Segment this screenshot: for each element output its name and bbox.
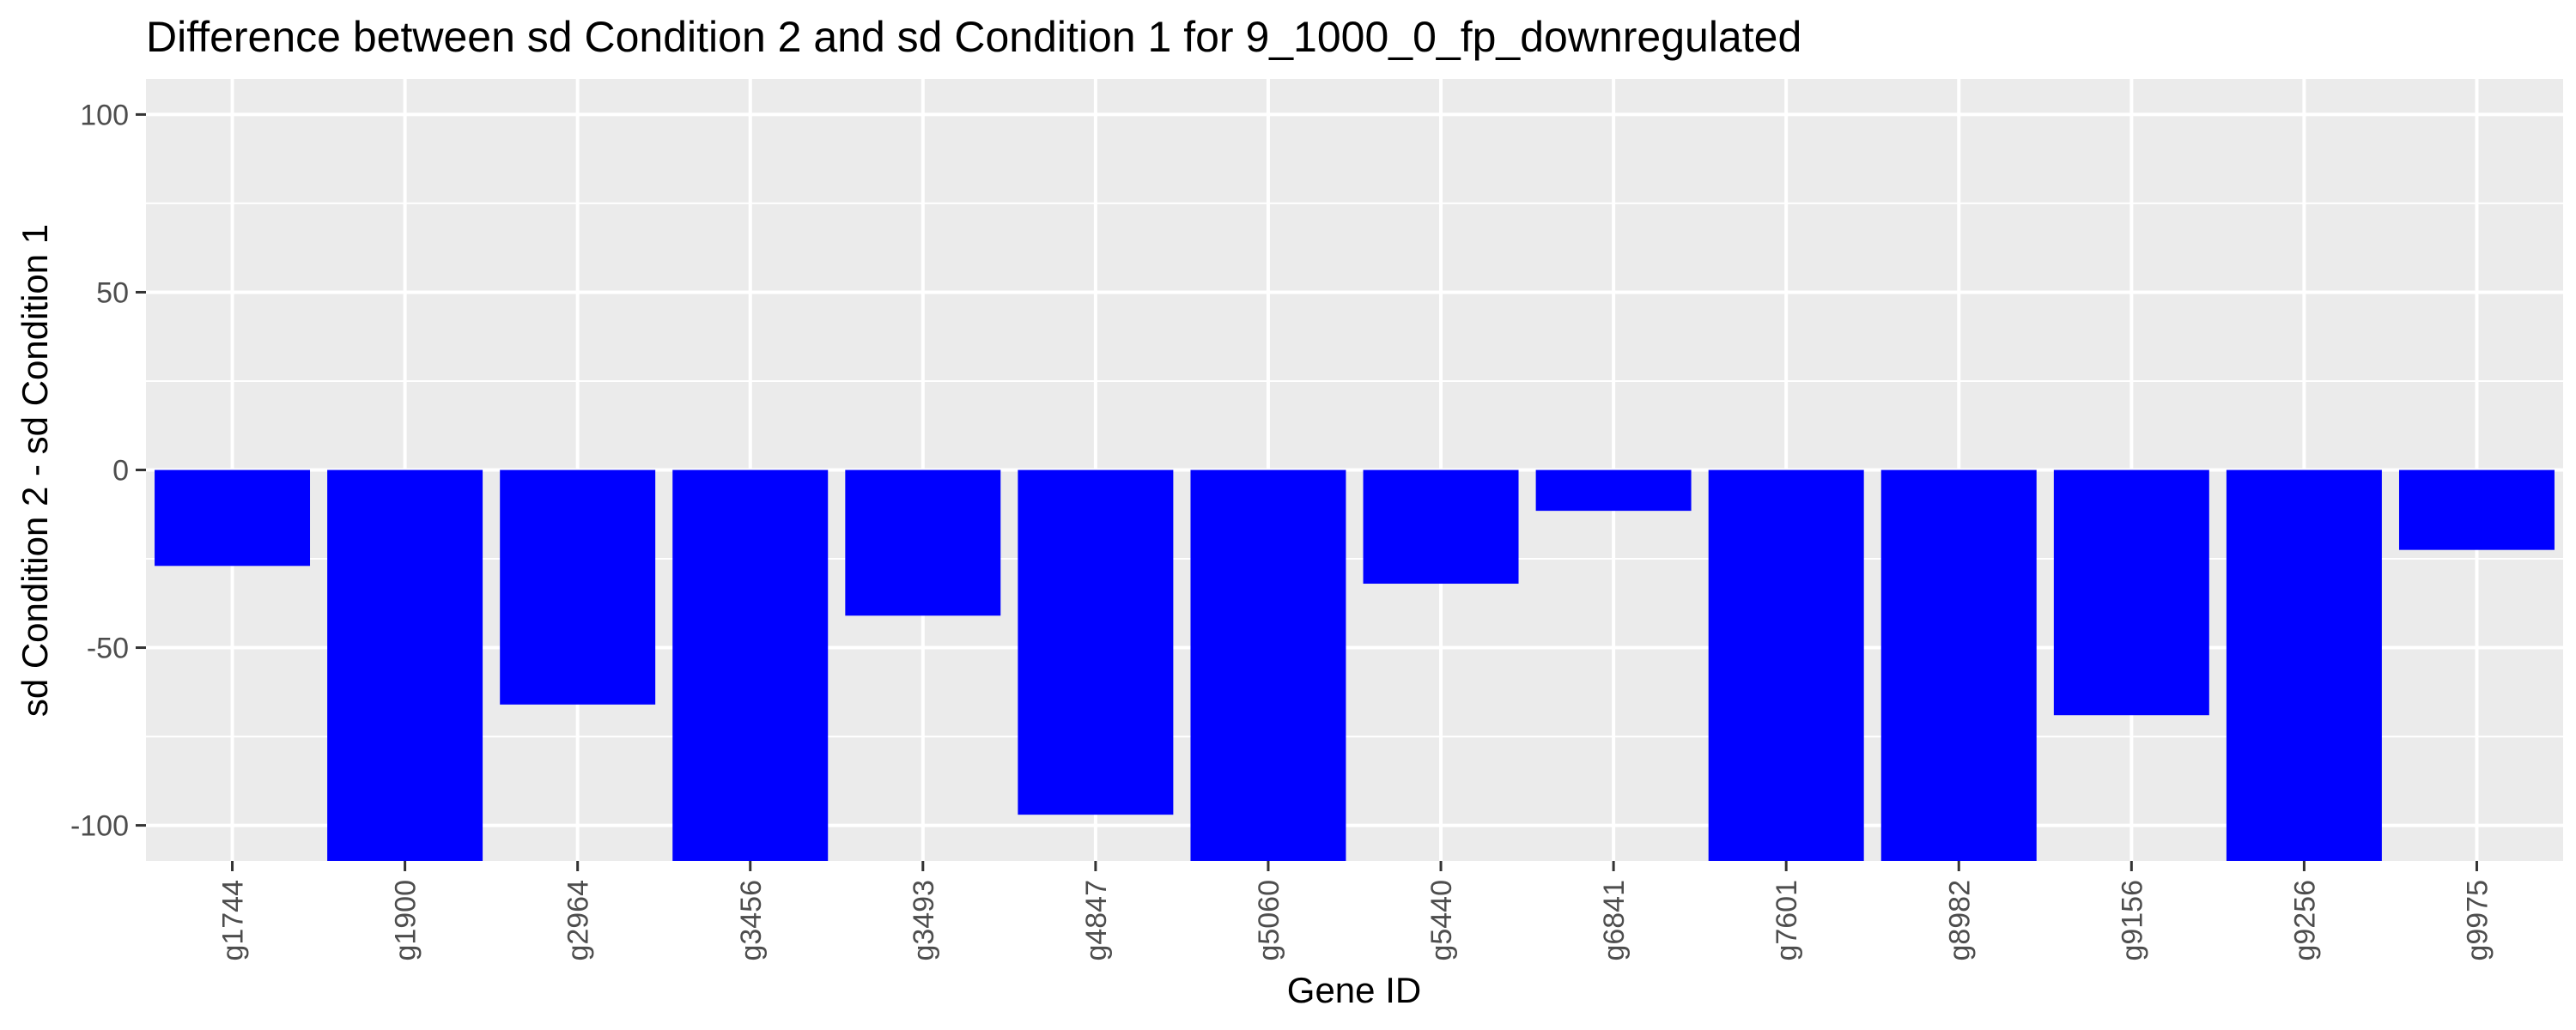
- bar-g9156: [2053, 470, 2209, 716]
- bar-g1744: [155, 470, 311, 566]
- x-tick-label: g4847: [1080, 880, 1113, 961]
- y-axis: -100 -50 0 50 100: [70, 99, 146, 843]
- y-tick-label: 50: [96, 276, 129, 309]
- bar-g8982: [1880, 470, 2037, 861]
- x-tick-label: g2964: [562, 880, 595, 961]
- bar-g3456: [672, 470, 829, 861]
- x-tick-label: g9975: [2461, 880, 2494, 961]
- x-tick-label: g6841: [1598, 880, 1631, 961]
- y-tick-label: -100: [70, 810, 129, 843]
- y-tick-label: -50: [87, 633, 129, 665]
- x-axis-title: Gene ID: [1287, 970, 1421, 1010]
- bar-g7601: [1708, 470, 1864, 861]
- x-tick-label: g9256: [2288, 880, 2321, 961]
- x-tick-label: g3493: [908, 880, 940, 961]
- bar-g9975: [2398, 470, 2555, 550]
- bar-g1900: [327, 470, 483, 861]
- y-axis-title: sd Condition 2 - sd Condition 1: [15, 224, 55, 717]
- x-tick-label: g1744: [217, 880, 250, 961]
- bar-g5060: [1190, 470, 1346, 861]
- bars: [155, 470, 2555, 861]
- bar-g3493: [845, 470, 1001, 616]
- bar-g6841: [1535, 470, 1692, 512]
- x-tick-label: g8982: [1943, 880, 1976, 961]
- x-tick-label: g5060: [1253, 880, 1285, 961]
- chart-title: Difference between sd Condition 2 and sd…: [146, 13, 1801, 61]
- bar-g5440: [1363, 470, 1519, 585]
- bar-g9256: [2226, 470, 2382, 861]
- x-tick-label: g1900: [390, 880, 422, 961]
- y-tick-label: 100: [80, 99, 129, 131]
- x-tick-label: g3456: [735, 880, 768, 961]
- x-tick-label: g9156: [2116, 880, 2148, 961]
- x-axis: g1744 g1900 g2964 g3456 g3493 g4847 g5060 g5440…: [217, 861, 2494, 961]
- y-tick-label: 0: [112, 455, 129, 488]
- x-tick-label: g5440: [1425, 880, 1458, 961]
- bar-g2964: [500, 470, 656, 705]
- x-tick-label: g7601: [1771, 880, 1803, 961]
- bar-g4847: [1018, 470, 1174, 815]
